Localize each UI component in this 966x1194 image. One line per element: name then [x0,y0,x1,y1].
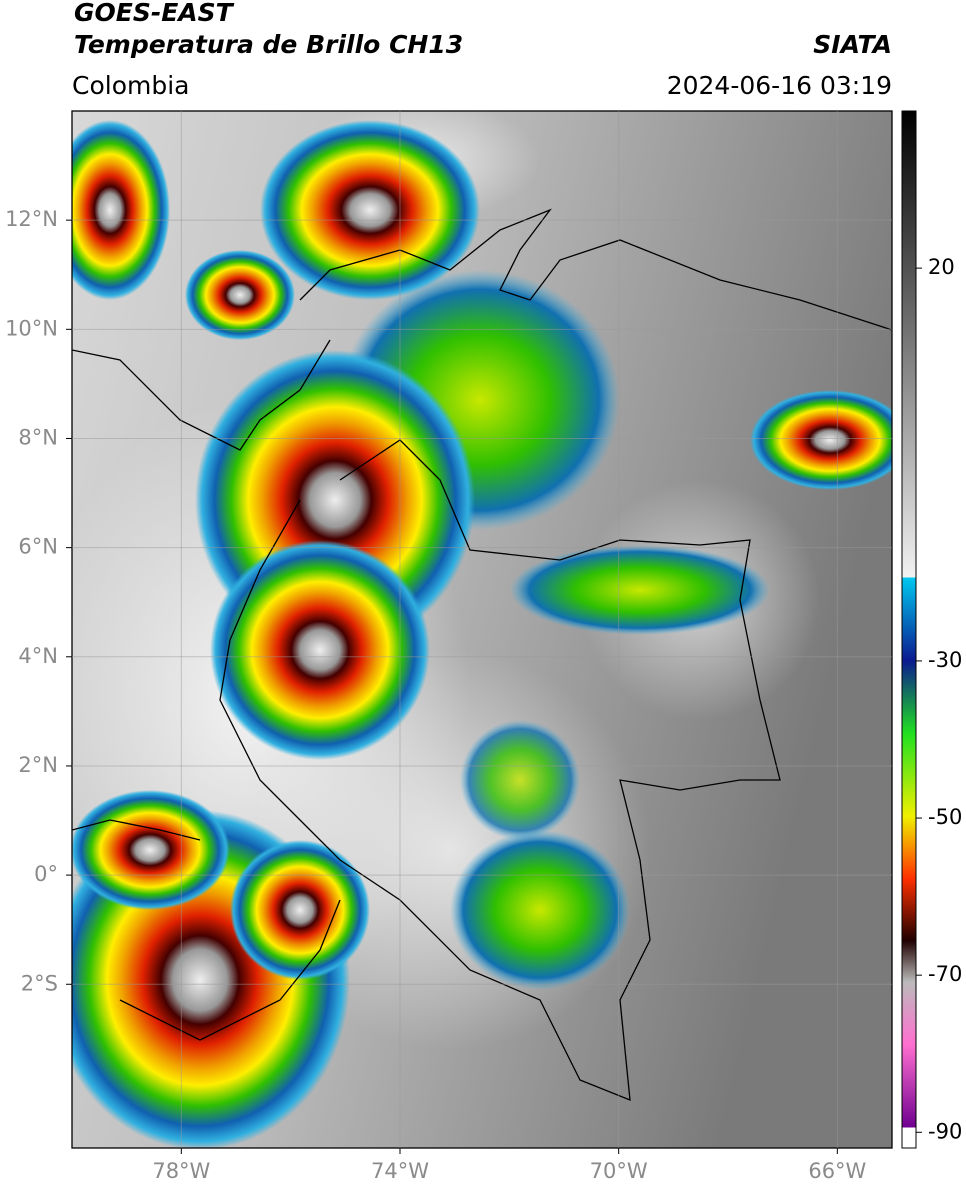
lat-label: 4°N [18,644,58,668]
lon-label: 66°W [808,1159,866,1183]
colorbar-label: -90 [928,1119,962,1143]
lon-label: 78°W [152,1159,210,1183]
lat-label: 2°S [21,971,58,995]
colorbar-label: 20 [928,255,955,279]
lat-label: 0° [34,862,58,886]
lat-label: 10°N [5,316,58,340]
lat-label: 6°N [18,535,58,559]
lon-label: 74°W [371,1159,429,1183]
colorbar [901,110,917,1149]
colorbar-label: -70 [928,962,962,986]
lat-label: 12°N [5,207,58,231]
product: Temperatura de Brillo CH13 [74,30,463,59]
lon-label: 70°W [590,1159,648,1183]
region: Colombia [72,71,189,100]
source: SIATA [813,30,892,59]
colorbar-label: -50 [928,805,962,829]
satellite-image [72,111,892,1148]
lat-label: 2°N [18,753,58,777]
map-frame [71,110,893,1149]
datetime: 2024-06-16 03:19 [667,71,892,100]
lat-label: 8°N [18,425,58,449]
colorbar-label: -30 [928,648,962,672]
satellite: GOES-EAST [74,0,235,27]
